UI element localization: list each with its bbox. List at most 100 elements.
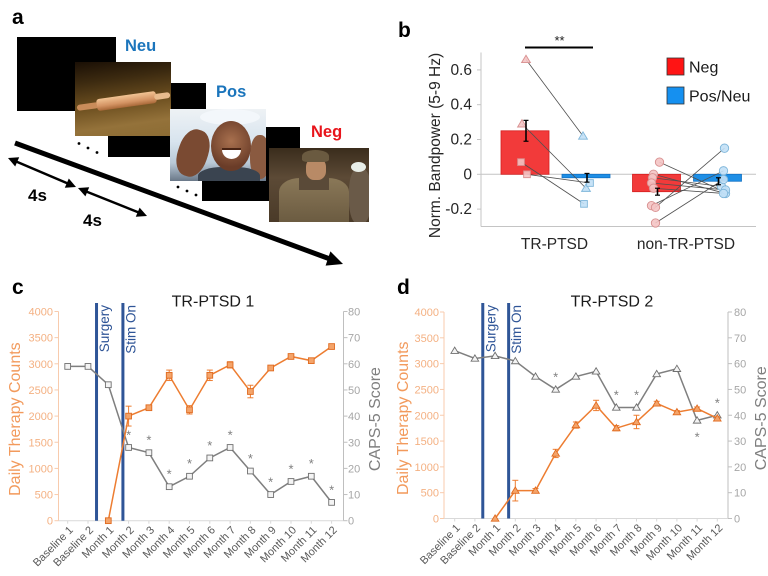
caps-score-point — [84, 363, 92, 370]
x-tick-label: Baseline 1 — [418, 522, 463, 567]
subject-point — [648, 169, 659, 179]
therapy-count-point — [712, 413, 722, 422]
x-tick-label: Month 6 — [181, 524, 218, 561]
caps-score-point — [125, 444, 132, 451]
caps-score-point — [165, 483, 173, 491]
caps-score-point — [287, 478, 295, 485]
right-y-tick-label: 70 — [348, 333, 360, 345]
event-label: Stim On — [123, 305, 138, 354]
subject-point — [716, 181, 727, 192]
therapy-count-point — [165, 371, 173, 379]
time-arrow-head — [325, 251, 343, 266]
event-label: Surgery — [97, 305, 112, 353]
therapy-count-point — [287, 353, 295, 360]
left-y-tick-label: 3000 — [29, 359, 53, 371]
left-y-tick-label: 3500 — [415, 333, 439, 345]
caps-score-point — [652, 369, 662, 378]
x-tick-label: Month 9 — [242, 524, 279, 561]
paired-line — [521, 123, 587, 189]
error-bar — [716, 177, 721, 186]
right-y-tick-label: 40 — [348, 411, 360, 423]
significance-asterisk: * — [167, 467, 172, 482]
negative-stimulus-image — [269, 148, 369, 222]
bar-neg-tr-ptsd — [500, 130, 550, 175]
x-tick-label: Month 4 — [527, 522, 564, 559]
chart-title: TR-PTSD 1 — [172, 294, 255, 311]
caps-score-point — [551, 384, 561, 393]
therapy-count-point — [125, 412, 132, 420]
right-y-tick-label: 30 — [734, 436, 746, 448]
paired-line — [655, 179, 724, 224]
caps-score-point — [226, 444, 234, 451]
error-bar — [593, 399, 600, 412]
therapy-count-point — [267, 364, 275, 372]
x-tick-label: Month 8 — [222, 524, 259, 561]
x-tick-label: Baseline 2 — [51, 524, 96, 569]
x-tick-label: Baseline 2 — [438, 522, 483, 567]
paired-line — [659, 161, 725, 193]
panel-label-c: c — [12, 276, 24, 299]
y-tick-label: 0 — [463, 166, 472, 183]
category-label: non-TR-PTSD — [637, 236, 735, 253]
duration-arrow-shaft — [14, 159, 70, 186]
soldier-shape — [349, 168, 369, 222]
y-tick-label: 0.6 — [450, 62, 472, 79]
x-tick-label: Month 1 — [80, 524, 117, 561]
right-y-tick-label: 10 — [348, 490, 360, 502]
duration-arrow-icon — [8, 157, 76, 188]
caps-score-point — [571, 372, 581, 380]
right-y-tick-label: 60 — [734, 359, 746, 371]
x-tick-label: Month 6 — [568, 522, 605, 559]
series-line-caps-5 — [454, 350, 718, 422]
right-y-tick-label: 0 — [348, 516, 354, 528]
stimulus-label-pos: Pos — [216, 83, 247, 101]
error-bar — [166, 369, 173, 382]
subject-point — [646, 178, 657, 188]
caps-score-point — [267, 491, 275, 498]
series-line-therapy-counts — [494, 402, 718, 519]
subject-point — [654, 157, 665, 167]
error-bar — [653, 400, 660, 406]
error-bar — [523, 119, 529, 142]
subject-point — [720, 185, 731, 195]
significance-asterisk: * — [126, 427, 131, 442]
significance-asterisk: * — [288, 461, 293, 476]
neutral-stimulus-image — [75, 62, 171, 136]
right-y-tick-label: 60 — [348, 359, 360, 371]
duration-arrow-shaft — [84, 189, 141, 215]
y-axis-label: Norm. Bandpower (5-9 Hz) — [427, 53, 444, 238]
x-tick-label: Month 2 — [100, 524, 137, 561]
subject-point — [720, 188, 731, 199]
x-tick-label: Month 12 — [684, 522, 725, 563]
caps-score-point — [206, 454, 214, 462]
right-y-axis-label: CAPS-5 Score — [367, 367, 384, 471]
right-y-tick-label: 80 — [734, 307, 746, 319]
significance-asterisk: * — [634, 388, 639, 403]
therapy-count-point — [571, 420, 581, 429]
caps-score-point — [510, 356, 520, 365]
x-tick-label: Month 11 — [279, 524, 319, 564]
left-y-tick-label: 0 — [433, 514, 439, 526]
left-y-tick-label: 1000 — [415, 462, 439, 474]
therapy-count-point — [510, 486, 520, 494]
ellipsis-dot — [95, 151, 99, 154]
rolling-pin-body — [95, 90, 158, 112]
significance-asterisk: * — [146, 433, 151, 448]
therapy-count-point — [328, 343, 335, 350]
paired-line — [526, 173, 591, 184]
right-y-tick-label: 30 — [348, 437, 360, 449]
therapy-count-point — [490, 514, 500, 522]
significance-asterisk: * — [309, 456, 314, 471]
right-y-tick-label: 20 — [734, 462, 746, 474]
therapy-count-point — [591, 400, 601, 409]
caps-score-point — [712, 410, 722, 419]
left-y-tick-label: 3000 — [415, 359, 439, 371]
paired-line — [655, 147, 725, 208]
therapy-count-point — [672, 407, 682, 416]
x-tick-label: Month 8 — [608, 522, 645, 559]
legend-swatch — [666, 86, 685, 105]
rolling-pin-handle — [153, 91, 171, 101]
significance-asterisk: * — [695, 429, 700, 444]
right-y-tick-label: 40 — [734, 410, 746, 422]
left-y-tick-label: 1000 — [29, 463, 53, 475]
